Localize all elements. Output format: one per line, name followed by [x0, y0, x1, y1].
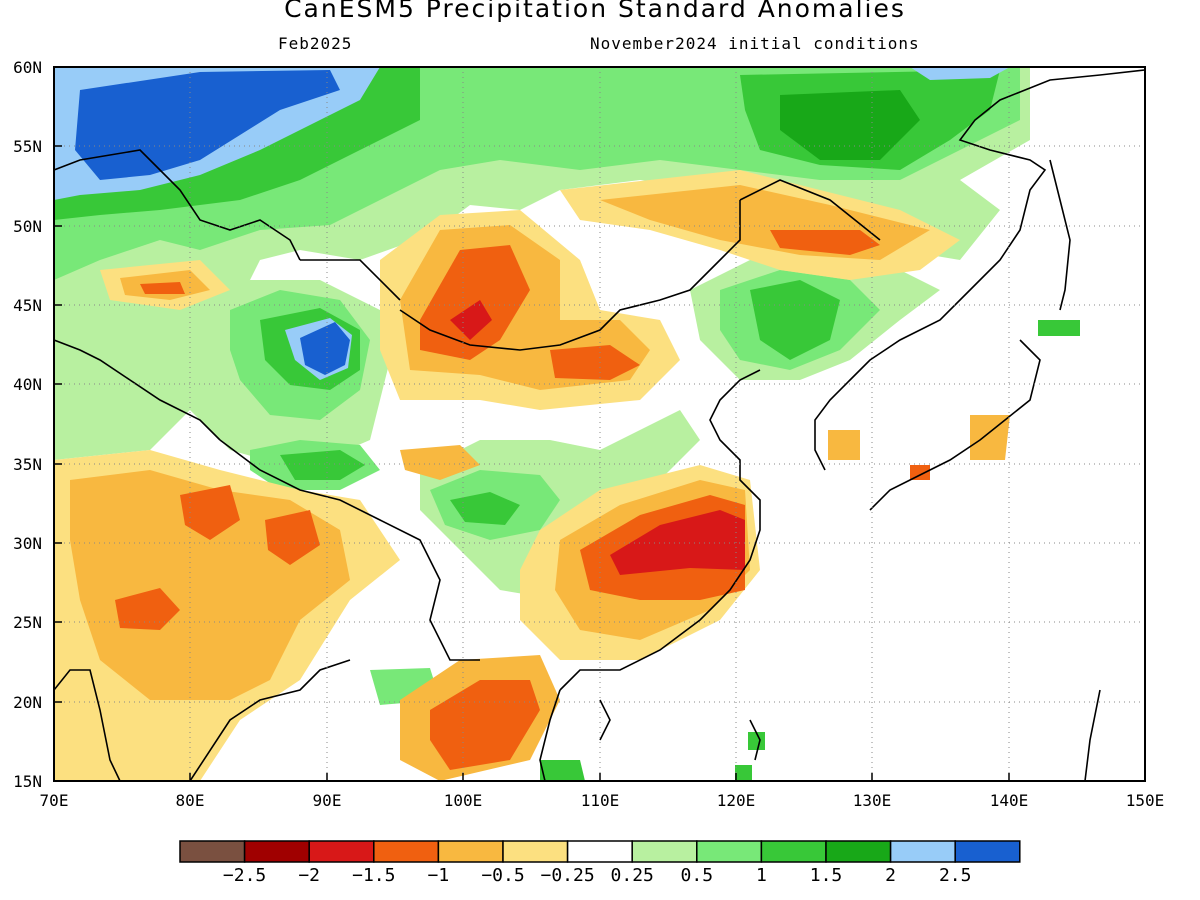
dry-region-himalaya-strong-2: [265, 510, 320, 565]
colorbar-swatch: [696, 840, 763, 863]
colorbar-label: −2.5: [223, 865, 266, 886]
wet-region-sw-china-strong: [450, 492, 520, 525]
colorbar-label: −1: [428, 865, 450, 886]
colorbar-swatch: [760, 840, 827, 863]
y-tick-label: 40N: [13, 375, 42, 394]
x-axis: 70E 80E 90E 100E 110E 120E 130E 140E 150…: [40, 791, 1165, 810]
dry-region-north-china: [400, 445, 480, 480]
dry-region-japan: [970, 415, 1010, 460]
dry-region-mongolia-strong-2: [550, 345, 640, 380]
y-tick-label: 30N: [13, 534, 42, 553]
colorbar-swatch: [437, 840, 504, 863]
dry-region-south-china-severe: [610, 510, 745, 575]
wet-region-ne-china-strong: [750, 280, 840, 360]
anomaly-map: 70E 80E 90E 100E 110E 120E 130E 140E 150…: [13, 58, 1165, 810]
valid-month-label: Feb2025: [278, 34, 353, 53]
colorbar-label: −0.25: [541, 865, 595, 886]
colorbar-labels: −2.5 −2 −1.5 −1 −0.5 −0.25 0.25 0.5 1 1.5 2 2.5: [223, 865, 972, 886]
wet-region-taiwan: [748, 732, 765, 750]
x-tick-label: 140E: [990, 791, 1029, 810]
colorbar-label: 0.25: [611, 865, 654, 886]
dry-region-japan-2: [910, 465, 930, 480]
wet-region-central-asia-darkblue: [300, 322, 350, 375]
dry-region-indochina-mod: [430, 680, 540, 770]
x-tick-label: 90E: [313, 791, 342, 810]
anomaly-fields: [54, 67, 1145, 781]
x-tick-label: 110E: [581, 791, 620, 810]
colorbar-swatch: [889, 840, 956, 863]
init-conditions-label: November2024 initial conditions: [590, 34, 920, 53]
colorbar-label: 1.5: [810, 865, 843, 886]
x-tick-label: 100E: [444, 791, 483, 810]
wet-region-hokkaido: [1038, 320, 1080, 336]
y-tick-label: 15N: [13, 772, 42, 791]
x-tick-marks: [54, 145, 1010, 781]
wet-region-indochina: [540, 760, 585, 781]
grid-lines: [54, 67, 1145, 781]
x-tick-label: 80E: [176, 791, 205, 810]
colorbar-label: 1: [756, 865, 767, 886]
y-axis: 60N 55N 50N 45N 40N 35N 30N 25N 20N 15N: [13, 58, 42, 791]
y-tick-label: 55N: [13, 137, 42, 156]
colorbar-swatch: [954, 840, 1021, 863]
colorbar-swatch: [179, 840, 246, 863]
colorbar-swatch: [502, 840, 569, 863]
y-tick-label: 60N: [13, 58, 42, 77]
y-tick-label: 50N: [13, 217, 42, 236]
x-tick-label: 150E: [1126, 791, 1165, 810]
wet-region-northeast-strong-2: [780, 90, 920, 160]
colorbar-swatch: [631, 840, 698, 863]
x-tick-label: 130E: [853, 791, 892, 810]
dry-region-india-strong: [115, 588, 180, 630]
wet-region-tibet-strong: [280, 450, 365, 480]
colorbar-swatch: [373, 840, 440, 863]
coastlines: [54, 69, 1145, 781]
colorbar-label: 2: [885, 865, 896, 886]
x-tick-label: 120E: [717, 791, 756, 810]
dry-region-mongolia-severe: [450, 300, 492, 340]
wet-region-siberia-dark-blue: [75, 70, 340, 180]
colorbar-swatch: [566, 840, 633, 863]
x-tick-label: 70E: [40, 791, 69, 810]
colorbar-label: 0.5: [681, 865, 714, 886]
colorbar-label: 2.5: [939, 865, 972, 886]
colorbar-label: −1.5: [352, 865, 395, 886]
wet-region-sw-china: [420, 410, 700, 600]
dry-region-west-siberia-3: [140, 282, 185, 294]
wet-region-far-ne-blue: [910, 67, 1010, 80]
colorbar-boxes: [179, 840, 1021, 863]
dry-region-ne-china-strong: [770, 230, 880, 255]
chart-title: CanESM5 Precipitation Standard Anomalies: [284, 0, 906, 23]
dry-region-mongolia-strong: [420, 245, 530, 360]
wet-region-luzon: [735, 765, 752, 781]
colorbar-label: −2: [298, 865, 320, 886]
colorbar-swatch: [308, 840, 375, 863]
colorbar-swatch: [825, 840, 892, 863]
dry-region-korea: [828, 430, 860, 460]
colorbar-label: −0.5: [481, 865, 524, 886]
dry-region-himalaya-strong: [180, 485, 240, 540]
y-tick-label: 25N: [13, 613, 42, 632]
y-tick-label: 45N: [13, 296, 42, 315]
y-tick-label: 20N: [13, 693, 42, 712]
y-tick-label: 35N: [13, 455, 42, 474]
colorbar-swatch: [243, 840, 310, 863]
